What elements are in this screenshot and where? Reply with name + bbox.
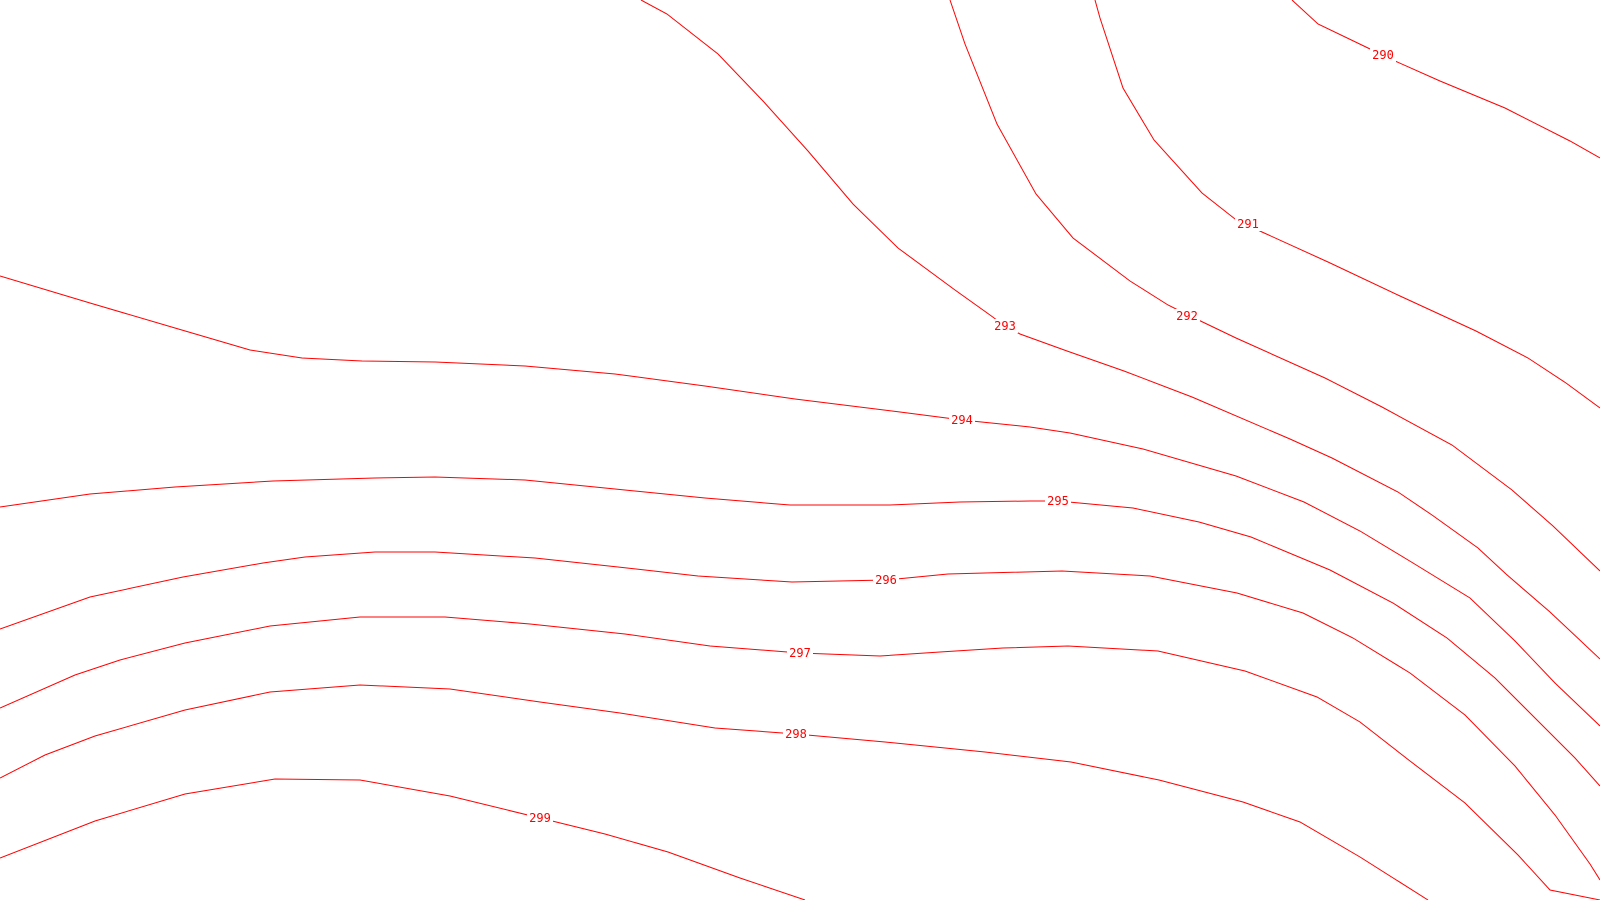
contour-label-297: 297 <box>789 646 811 660</box>
contour-line-299 <box>0 778 806 900</box>
contour-label-background <box>787 646 813 660</box>
contour-line-290 <box>1291 0 1600 159</box>
contour-label-293: 293 <box>994 319 1016 333</box>
contour-line-292 <box>949 0 1600 572</box>
contour-label-background <box>1235 217 1261 231</box>
contour-label-295: 295 <box>1047 494 1069 508</box>
contour-label-background <box>1045 494 1071 508</box>
contour-label-291: 291 <box>1237 217 1259 231</box>
contour-label-background <box>1174 309 1200 323</box>
contour-line-296 <box>0 551 1600 881</box>
contour-label-298: 298 <box>785 727 807 741</box>
contour-line-291 <box>1094 0 1600 409</box>
contour-label-background <box>873 573 899 587</box>
contour-line-298 <box>0 684 1429 900</box>
contour-line-294 <box>0 275 1600 727</box>
contour-line-297 <box>0 616 1600 900</box>
contour-label-background <box>527 811 553 825</box>
contour-line-295 <box>0 476 1600 787</box>
contour-label-290: 290 <box>1372 48 1394 62</box>
contour-label-background <box>992 319 1018 333</box>
contour-line-293 <box>640 0 1600 660</box>
contour-label-299: 299 <box>529 811 551 825</box>
contour-label-background <box>949 413 975 427</box>
contour-label-294: 294 <box>951 413 973 427</box>
contour-label-292: 292 <box>1176 309 1198 323</box>
contour-label-296: 296 <box>875 573 897 587</box>
contour-label-background <box>783 727 809 741</box>
contour-label-background <box>1370 48 1396 62</box>
